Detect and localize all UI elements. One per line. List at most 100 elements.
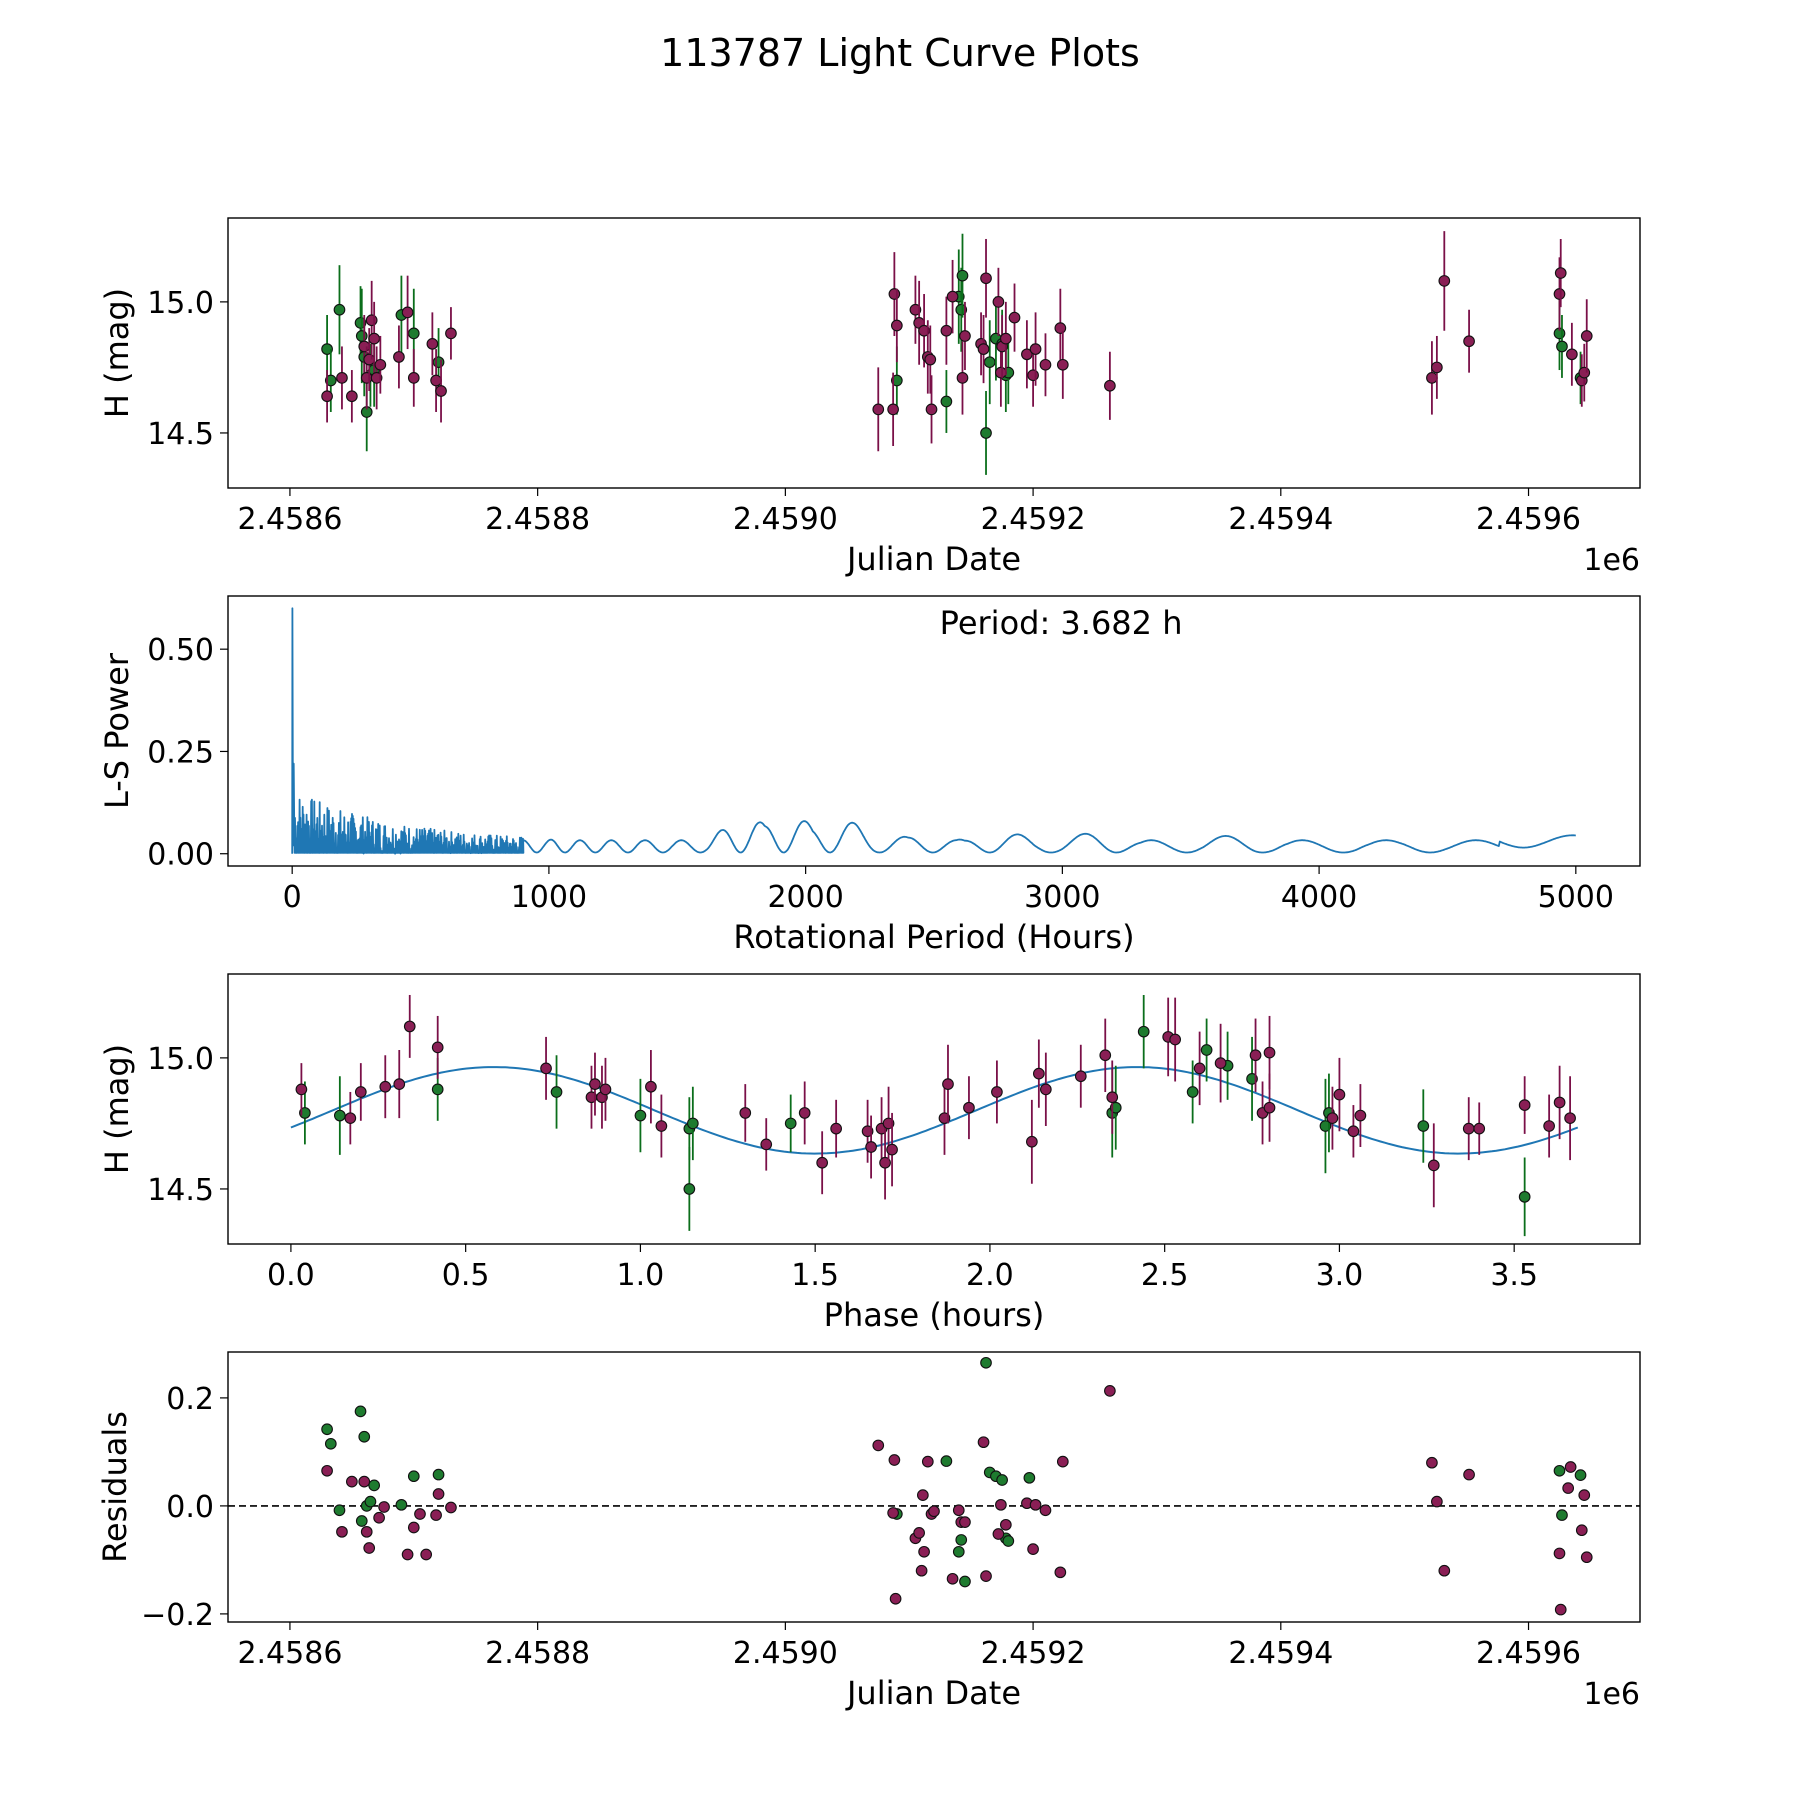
magenta-data-point	[1333, 1088, 1346, 1101]
green-data-point	[432, 1468, 445, 1481]
magenta-data-point	[917, 1489, 929, 1501]
green-data-point	[324, 1437, 337, 1450]
ls-power-line	[291, 607, 1576, 855]
green-data-point	[1556, 1509, 1568, 1521]
x-tick-label: 1000	[511, 880, 587, 915]
magenta-data-point	[344, 1112, 357, 1125]
magenta-data-point	[888, 288, 901, 300]
magenta-data-point	[913, 1527, 925, 1539]
y-axis-label: H (mag)	[98, 1044, 136, 1174]
magenta-data-point	[1169, 1033, 1182, 1046]
x-axis-label: Julian Date	[845, 540, 1021, 578]
period-annotation: Period: 3.682 h	[940, 604, 1183, 642]
x-tick-label: 2.4588	[485, 502, 590, 537]
magenta-data-point	[1008, 311, 1021, 324]
lightcurve-plot-area	[321, 231, 1593, 475]
magenta-data-point	[393, 351, 405, 363]
magenta-data-point	[909, 303, 922, 316]
periodogram-panel: 0 1000 2000 3000 4000 5000 0.00 0.25 0.50 Rotatio…	[98, 595, 1641, 956]
green-data-point	[395, 1498, 408, 1511]
green-data-point	[333, 1109, 346, 1122]
magenta-data-point	[1033, 1067, 1045, 1080]
x-tick-label: 3000	[1024, 880, 1100, 915]
magenta-data-point	[963, 1101, 975, 1114]
magenta-data-point	[977, 343, 990, 355]
magenta-data-point	[358, 1475, 371, 1488]
magenta-data-point	[890, 319, 903, 332]
magenta-data-point	[872, 403, 885, 416]
green-data-point	[354, 317, 367, 329]
magenta-data-point	[354, 1086, 367, 1098]
magenta-data-point	[401, 306, 414, 319]
magenta-data-point	[1039, 358, 1052, 371]
green-data-point	[321, 343, 333, 355]
x-tick-label: 1.0	[617, 1258, 665, 1293]
magenta-data-point	[915, 1564, 928, 1577]
residuals-plot-area	[228, 1356, 1640, 1616]
x-tick-label: 2000	[767, 880, 843, 915]
magenta-data-point	[952, 1504, 965, 1517]
magenta-data-point	[1564, 1461, 1577, 1473]
magenta-data-point	[445, 1501, 457, 1514]
phase-axes-frame	[227, 973, 1641, 1245]
green-data-point	[432, 356, 445, 369]
magenta-data-point	[1426, 1456, 1438, 1469]
magenta-data-point	[365, 314, 378, 327]
lightcurve-panel: 2.4586 2.4588 2.4590 2.4592 2.4594 2.4596 14.5…	[98, 217, 1641, 578]
y-tick-label: 14.5	[147, 417, 214, 452]
magenta-data-point	[407, 372, 420, 384]
magenta-data-point	[435, 385, 447, 397]
green-data-point	[1518, 1190, 1531, 1203]
green-data-point	[431, 1083, 444, 1096]
magenta-data-point	[379, 1080, 392, 1093]
x-tick-label: 2.4596	[1476, 1636, 1581, 1671]
magenta-data-point	[1029, 343, 1042, 355]
green-data-point	[1417, 1120, 1430, 1132]
phase-panel: 0.0 0.5 1.0 1.5 2.0 2.5 3.0 3.5 14.5 15.0 Phase (h…	[98, 973, 1641, 1334]
magenta-data-point	[1426, 372, 1438, 384]
magenta-data-point	[363, 353, 376, 366]
magenta-data-point	[431, 1041, 444, 1054]
green-data-point	[1186, 1086, 1199, 1098]
magenta-data-point	[1106, 1091, 1119, 1104]
magenta-data-point	[995, 366, 1007, 379]
magenta-data-point	[1473, 1122, 1486, 1135]
magenta-data-point	[430, 374, 442, 387]
green-data-point	[358, 1430, 371, 1443]
magenta-data-point	[589, 1078, 601, 1090]
magenta-data-point	[1074, 1070, 1087, 1083]
magenta-data-point	[888, 1454, 901, 1466]
magenta-data-point	[887, 1507, 899, 1519]
green-data-point	[634, 1109, 647, 1122]
magenta-data-point	[995, 1498, 1007, 1511]
green-data-point	[550, 1086, 563, 1098]
x-tick-label: 2.4590	[733, 502, 838, 537]
magenta-data-point	[393, 1078, 406, 1090]
magenta-data-point	[872, 1439, 885, 1452]
green-data-point	[1023, 1471, 1036, 1484]
magenta-data-point	[346, 390, 358, 403]
x-tick-label: 3.0	[1316, 1258, 1364, 1293]
green-data-point	[956, 269, 969, 282]
x-tick-label: 1.5	[791, 1258, 839, 1293]
x-offset-label: 1e6	[1583, 543, 1640, 578]
magenta-data-point	[1056, 358, 1069, 371]
magenta-data-point	[1326, 1112, 1339, 1125]
magenta-data-point	[1554, 1603, 1567, 1616]
magenta-data-point	[1580, 1551, 1593, 1564]
green-data-point	[955, 1534, 968, 1546]
residuals-axes-frame	[227, 1351, 1641, 1623]
magenta-data-point	[887, 403, 899, 416]
x-axis-label: Phase (hours)	[824, 1296, 1045, 1334]
green-data-point	[980, 1356, 992, 1369]
magenta-data-point	[1027, 1543, 1039, 1555]
x-offset-label: 1e6	[1583, 1677, 1640, 1712]
magenta-data-point	[924, 353, 937, 366]
magenta-data-point	[358, 340, 371, 353]
x-tick-label: 2.4592	[981, 502, 1086, 537]
magenta-data-point	[1575, 1524, 1588, 1537]
magenta-data-point	[346, 1475, 358, 1488]
magenta-data-point	[1354, 1109, 1367, 1122]
magenta-data-point	[321, 390, 333, 403]
